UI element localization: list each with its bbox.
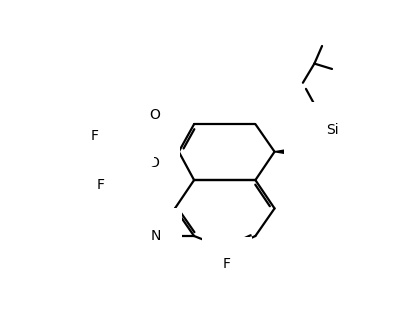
Polygon shape [275,148,298,156]
Text: O: O [149,108,160,122]
Text: F: F [90,129,98,143]
Text: F: F [223,257,231,271]
Text: O: O [104,109,115,123]
Text: N: N [151,229,161,243]
Text: F: F [97,178,105,192]
Text: Si: Si [326,123,338,137]
Text: O: O [148,156,159,170]
Text: O: O [305,145,316,159]
Text: S: S [124,131,133,145]
Text: F: F [81,148,89,162]
